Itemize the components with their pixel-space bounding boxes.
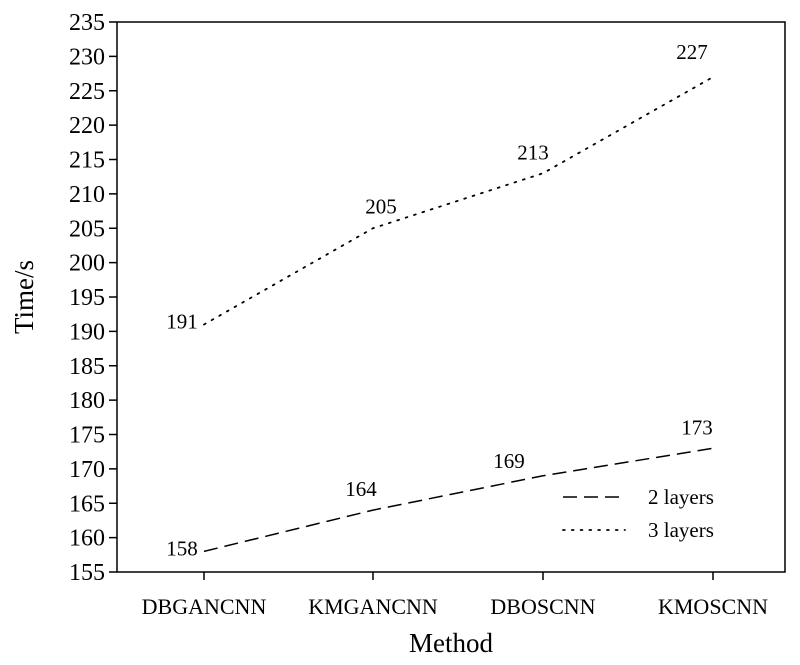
y-tick-label-155: 155 [69, 560, 105, 586]
y-tick-label-235: 235 [69, 10, 105, 36]
y-tick-label-180: 180 [69, 388, 105, 414]
data-label-2-layers-dbgancnn: 158 [166, 536, 198, 560]
data-label-3-layers-dboscnn: 213 [517, 140, 549, 164]
y-tick-label-170: 170 [69, 457, 105, 483]
legend-label-2-layers: 2 layers [648, 485, 714, 509]
y-tick-label-160: 160 [69, 526, 105, 552]
series-line-3-layers [203, 76, 714, 326]
x-tick-label-kmoscnn: KMOSCNN [658, 594, 768, 619]
y-tick-label-205: 205 [69, 216, 105, 242]
data-label-3-layers-kmgancnn: 205 [365, 194, 397, 218]
legend-label-3-layers: 3 layers [648, 518, 714, 542]
y-tick-label-210: 210 [69, 182, 105, 208]
y-axis-title: Time/s [9, 260, 39, 334]
x-tick-label-kmgancnn: KMGANCNN [308, 594, 438, 619]
y-tick-label-230: 230 [69, 44, 105, 70]
y-tick-label-185: 185 [69, 354, 105, 380]
y-tick-label-190: 190 [69, 319, 105, 345]
data-label-3-layers-dbgancnn: 191 [166, 310, 198, 334]
x-axis: DBGANCNN KMGANCNN DBOSCNN KMOSCNN [142, 572, 768, 619]
y-axis: 155 160 165 170 175 180 185 190 195 200 205 210 215 2… [69, 10, 117, 586]
x-axis-title: Method [409, 628, 493, 658]
y-tick-label-165: 165 [69, 491, 105, 517]
y-tick-label-200: 200 [69, 251, 105, 277]
data-labels: 158 164 169 173 191 205 213 227 [166, 40, 713, 560]
data-label-2-layers-kmoscnn: 173 [681, 415, 713, 439]
y-tick-label-195: 195 [69, 285, 105, 311]
x-tick-label-dboscnn: DBOSCNN [490, 594, 595, 619]
y-tick-label-225: 225 [69, 79, 105, 105]
x-tick-label-dbgancnn: DBGANCNN [142, 594, 267, 619]
y-tick-label-175: 175 [69, 423, 105, 449]
data-label-2-layers-dboscnn: 169 [493, 449, 525, 473]
y-tick-label-215: 215 [69, 148, 105, 174]
data-label-2-layers-kmgancnn: 164 [345, 477, 377, 501]
y-tick-label-220: 220 [69, 113, 105, 139]
series-line-2-layers [203, 447, 714, 553]
series-lines [203, 76, 714, 553]
legend: 2 layers 3 layers [562, 485, 714, 542]
data-label-3-layers-kmoscnn: 227 [676, 40, 708, 64]
